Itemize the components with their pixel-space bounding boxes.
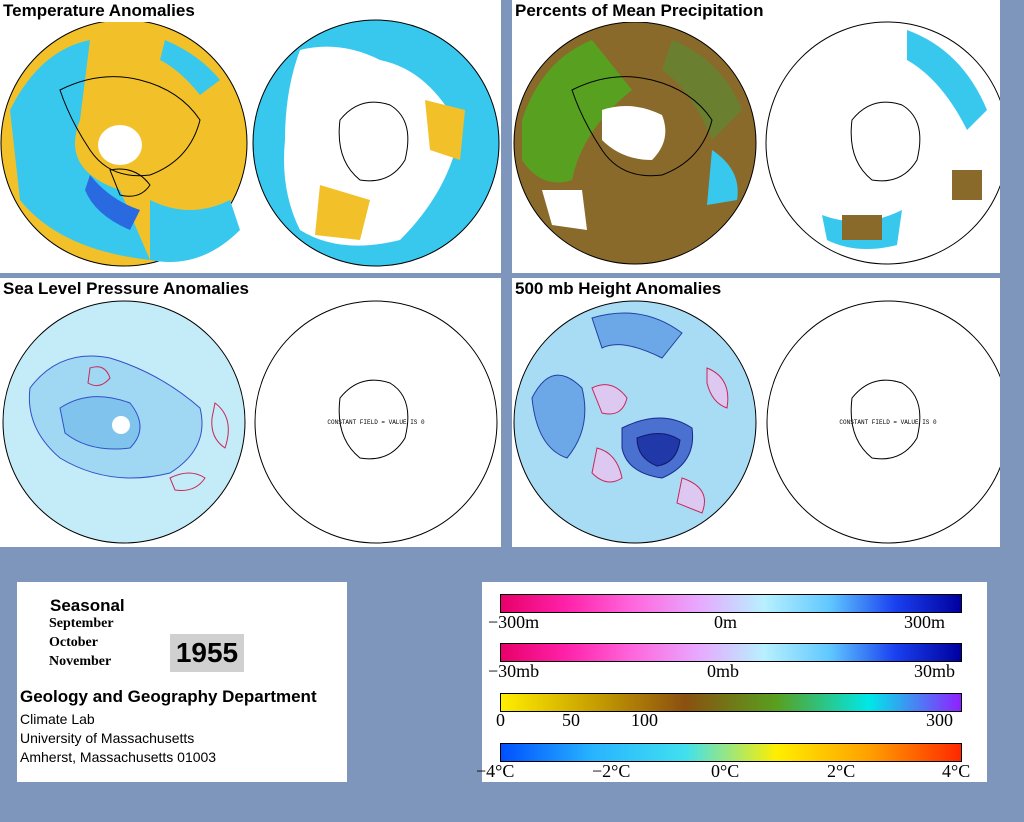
precip-label-100: 100: [631, 710, 658, 730]
southern-hemisphere-map: [252, 19, 500, 267]
month-3: November: [49, 654, 112, 669]
info-line-2: University of Massachusetts: [20, 730, 195, 746]
temperature-panel: Temperature Anomalies: [0, 0, 501, 273]
legend-box: −300m 0m 300m −30mb 0mb 30mb 0 50 100 30…: [476, 582, 987, 782]
temp-label-3: 2°C: [827, 761, 856, 781]
info-line-1: Climate Lab: [20, 711, 95, 727]
pressure-label-mid: 0mb: [707, 661, 740, 681]
southern-hemisphere-map: [765, 21, 1000, 265]
info-line-3: Amherst, Massachusetts 01003: [20, 749, 217, 765]
year-badge: 1955: [170, 634, 244, 672]
height500-panel: 500 mb Height Anomalies CONSTANT FIELD =…: [512, 278, 1000, 547]
slp-panel: Sea Level Pressure Anomalies CONSTANT FI…: [0, 278, 501, 547]
precip-label-300: 300: [926, 710, 953, 730]
pressure-label-min: −30mb: [488, 661, 540, 681]
temp-label-0: −4°C: [476, 761, 515, 781]
constant-field-label: CONSTANT FIELD = VALUE IS 0: [327, 419, 425, 426]
panel-title: Temperature Anomalies: [0, 0, 198, 22]
northern-hemisphere-map: [513, 21, 757, 265]
southern-hemisphere-map: CONSTANT FIELD = VALUE IS 0: [254, 300, 498, 544]
pressure-color-bar: [500, 643, 962, 662]
height500-maps: CONSTANT FIELD = VALUE IS 0: [513, 300, 1000, 544]
constant-field-label: CONSTANT FIELD = VALUE IS 0: [839, 419, 937, 426]
panel-title: 500 mb Height Anomalies: [512, 278, 725, 300]
height-label-mid: 0m: [714, 612, 738, 632]
slp-maps: CONSTANT FIELD = VALUE IS 0: [2, 300, 498, 544]
panel-title: Percents of Mean Precipitation: [512, 0, 767, 22]
info-box: Seasonal September October November 1955…: [17, 582, 347, 782]
height-color-bar: [500, 594, 962, 613]
temperature-maps: [0, 19, 500, 267]
temp-label-4: 4°C: [942, 761, 971, 781]
temp-label-2: 0°C: [711, 761, 740, 781]
southern-hemisphere-map: CONSTANT FIELD = VALUE IS 0: [766, 300, 1000, 544]
department: Geology and Geography Department: [20, 687, 317, 706]
temp-label-1: −2°C: [592, 761, 631, 781]
month-2: October: [49, 635, 98, 650]
period-type: Seasonal: [50, 596, 125, 615]
height-label-min: −300m: [488, 612, 540, 632]
northern-hemisphere-map: [0, 19, 248, 267]
precip-color-bar: [500, 693, 962, 712]
precipitation-panel: Percents of Mean Precipitation: [512, 0, 1000, 273]
northern-hemisphere-map: [2, 300, 246, 544]
northern-hemisphere-map: [513, 300, 757, 544]
precip-label-50: 50: [562, 710, 580, 730]
pressure-label-max: 30mb: [914, 661, 956, 681]
precip-label-0: 0: [496, 710, 505, 730]
height-label-max: 300m: [904, 612, 946, 632]
panel-title: Sea Level Pressure Anomalies: [0, 278, 253, 300]
month-1: September: [49, 616, 114, 631]
precipitation-maps: [513, 21, 1000, 265]
temp-color-bar: [500, 743, 962, 762]
